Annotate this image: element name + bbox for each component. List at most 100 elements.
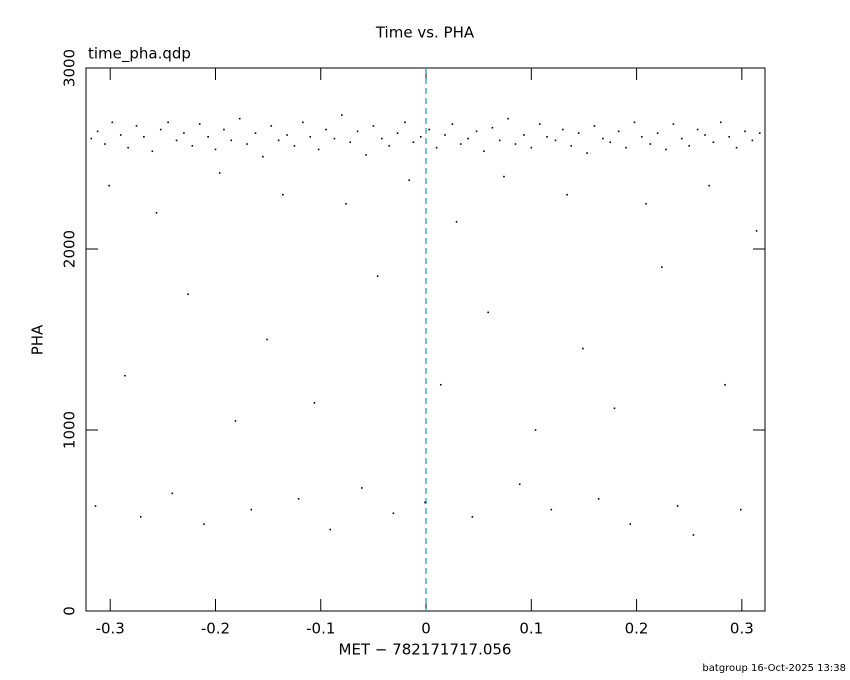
point <box>435 146 438 149</box>
point <box>266 338 268 341</box>
point <box>96 130 99 133</box>
point <box>641 135 643 138</box>
x-tick-label: 0 <box>421 620 431 638</box>
point <box>577 132 580 134</box>
point <box>392 512 395 515</box>
point <box>356 130 359 133</box>
point <box>514 143 517 145</box>
point <box>396 132 399 134</box>
point <box>649 143 652 145</box>
point <box>198 123 201 125</box>
point <box>127 146 129 149</box>
point <box>672 123 675 125</box>
point <box>625 146 627 149</box>
point <box>297 497 300 500</box>
point <box>135 125 138 127</box>
point <box>159 128 162 131</box>
point <box>562 128 564 131</box>
point <box>325 128 327 131</box>
point <box>459 143 462 145</box>
point <box>538 123 541 125</box>
point <box>566 193 568 196</box>
point <box>282 193 284 196</box>
point <box>439 383 442 386</box>
point <box>735 146 738 149</box>
point <box>546 135 548 138</box>
point <box>665 148 667 151</box>
point <box>223 128 225 131</box>
x-tick-label: 0.3 <box>730 620 754 638</box>
x-tick-label: -0.2 <box>201 620 230 638</box>
point <box>534 429 537 431</box>
point <box>724 383 726 386</box>
point <box>629 523 632 525</box>
point <box>171 492 174 495</box>
x-tick-label: -0.1 <box>306 620 335 638</box>
point <box>613 407 616 410</box>
point <box>408 179 410 182</box>
point <box>719 121 722 124</box>
footer: batgroup 16-Oct-2025 13:38 <box>702 663 846 674</box>
point <box>262 155 264 158</box>
point <box>712 141 715 144</box>
point <box>728 135 731 138</box>
point <box>412 141 415 144</box>
point <box>254 132 257 134</box>
point <box>681 137 683 140</box>
point <box>230 139 233 142</box>
point <box>302 121 304 124</box>
point <box>175 139 178 142</box>
point <box>111 121 114 124</box>
point <box>365 154 367 156</box>
point <box>455 221 458 223</box>
point <box>708 184 711 187</box>
point <box>183 132 185 134</box>
point <box>372 125 375 127</box>
point <box>633 121 636 124</box>
point <box>90 137 93 140</box>
point <box>404 121 406 124</box>
point <box>656 132 659 134</box>
point <box>313 402 316 404</box>
point <box>203 523 205 525</box>
y-axis-label: PHA <box>29 324 47 355</box>
point <box>151 150 154 153</box>
point <box>104 143 106 145</box>
point <box>293 145 296 147</box>
point <box>696 128 699 131</box>
y-tick-label: 1000 <box>61 411 79 449</box>
point <box>234 420 237 422</box>
point <box>554 139 557 142</box>
point <box>207 135 209 138</box>
x-axis-label: MET − 782171717.056 <box>339 641 512 659</box>
point <box>214 148 217 151</box>
x-tick-label: 0.2 <box>625 620 649 638</box>
chart-title: Time vs. PHA <box>375 24 475 42</box>
x-tick-label: -0.3 <box>96 620 125 638</box>
point <box>94 505 97 507</box>
point <box>617 130 620 133</box>
point <box>570 145 573 147</box>
point <box>143 135 145 138</box>
point <box>593 125 596 127</box>
point <box>381 137 383 140</box>
point <box>530 146 533 149</box>
point <box>139 516 142 518</box>
point <box>755 230 758 232</box>
point <box>491 126 494 129</box>
point <box>155 212 158 214</box>
point <box>424 501 426 504</box>
y-tick-label: 2000 <box>61 230 79 268</box>
point <box>428 128 430 131</box>
point <box>167 121 169 124</box>
point <box>597 497 600 500</box>
y-tick-label: 3000 <box>61 49 79 87</box>
point <box>475 130 478 133</box>
point <box>507 117 509 120</box>
point <box>744 130 746 133</box>
point <box>419 135 422 138</box>
point <box>550 508 553 511</box>
point <box>124 374 126 377</box>
point <box>498 139 501 142</box>
point <box>661 266 663 268</box>
